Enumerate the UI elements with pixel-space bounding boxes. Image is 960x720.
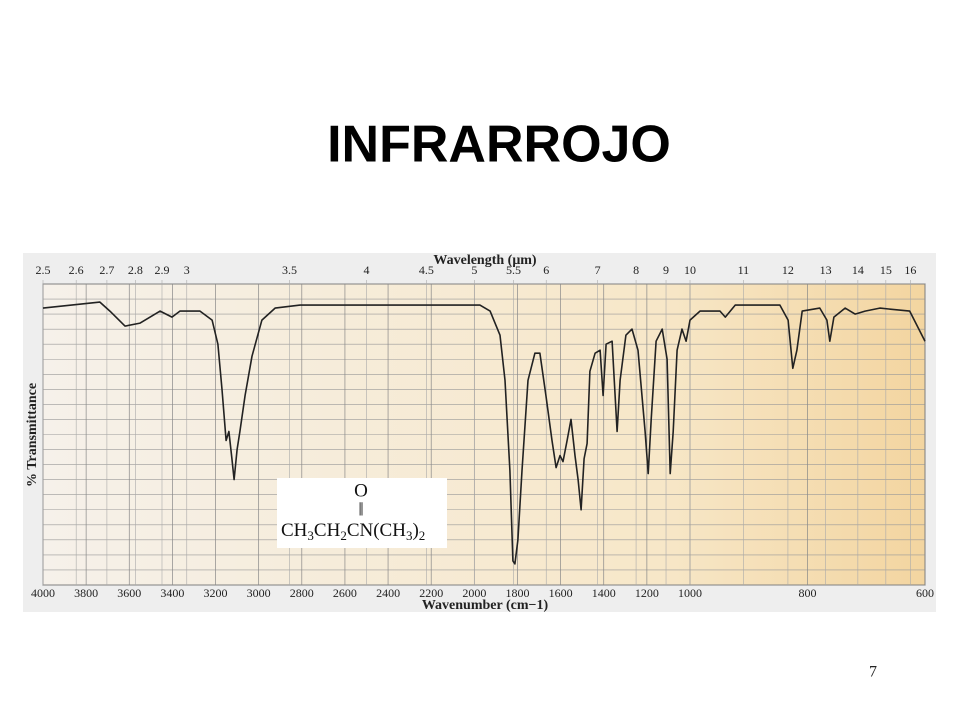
formula-part: ) (412, 520, 418, 541)
x2-tick-label: 12 (782, 263, 794, 277)
x2-tick-label: 14 (852, 263, 864, 277)
x-tick-label: 1000 (678, 586, 702, 600)
formula-part: CH (281, 520, 308, 541)
x2-axis-label: Wavelength (μm) (433, 253, 537, 268)
x-tick-label: 1600 (549, 586, 573, 600)
x2-tick-label: 3 (184, 263, 190, 277)
x-tick-label: 3000 (247, 586, 271, 600)
x2-tick-label: 6 (543, 263, 549, 277)
formula-part: 2 (419, 528, 426, 543)
spectrum-line (42, 301, 926, 565)
formula-box (277, 478, 447, 548)
x2-tick-label: 5.5 (506, 263, 521, 277)
x-tick-label: 2800 (290, 586, 314, 600)
x2-tick-label: 2.5 (36, 263, 51, 277)
plot: 4000 3800 3600 3400 3200 3000 2800 2600 2400 2200… (31, 263, 934, 600)
x-tick-label: 3800 (74, 586, 98, 600)
x-tick-label: 2600 (333, 586, 357, 600)
x2-tick-label: 10 (684, 263, 696, 277)
formula-part: CN(CH (347, 520, 406, 541)
x-tick-label: 3200 (204, 586, 228, 600)
x-tick-label: 800 (799, 586, 817, 600)
x-tick-label: 1800 (505, 586, 529, 600)
x-tick-label: 2200 (419, 586, 443, 600)
x-tick-label: 1400 (592, 586, 616, 600)
x-tick-label: 2000 (462, 586, 486, 600)
formula-part: CH (314, 520, 341, 541)
x2-tick-label: 4 (364, 263, 370, 277)
x-axis-label: Wavenumber (cm−1) (422, 598, 549, 613)
x-tick-label: 3600 (117, 586, 141, 600)
x2-tick-label: 2.9 (154, 263, 169, 277)
x2-tick-label: 3.5 (282, 263, 297, 277)
x2-tick-label: 9 (663, 263, 669, 277)
x2-tick-label: 16 (904, 263, 916, 277)
x2-tick-label: 2.8 (128, 263, 143, 277)
x2-tick-label: 7 (595, 263, 601, 277)
x2-tick-label: 4.5 (419, 263, 434, 277)
x2-tick-label: 8 (633, 263, 639, 277)
x-tick-label: 1200 (635, 586, 659, 600)
x2-tick-label: 2.7 (99, 263, 114, 277)
x2-tick-label: 11 (738, 263, 750, 277)
formula-oxygen: O (354, 480, 368, 501)
formula: CH3CH2CN(CH3)2 (281, 520, 425, 543)
page-number: 7 (869, 664, 877, 681)
y-axis-label: % Transmittance (25, 383, 40, 487)
formula-double-bond: ‖ (358, 499, 363, 520)
formula-part: 3 (406, 528, 413, 543)
x-tick-label: 4000 (31, 586, 55, 600)
x-tick-label: 3400 (160, 586, 184, 600)
x-tick-label: 600 (916, 586, 934, 600)
x2-tick-label: 2.6 (69, 263, 84, 277)
formula-part: 2 (340, 528, 347, 543)
formula-part: 3 (307, 528, 314, 543)
x2-tick-label: 5 (471, 263, 477, 277)
x2-tick-label: 15 (880, 263, 892, 277)
x-tick-label: 2400 (376, 586, 400, 600)
x2-tick-label: 13 (820, 263, 832, 277)
slide-title: INFRARROJO (327, 116, 671, 174)
